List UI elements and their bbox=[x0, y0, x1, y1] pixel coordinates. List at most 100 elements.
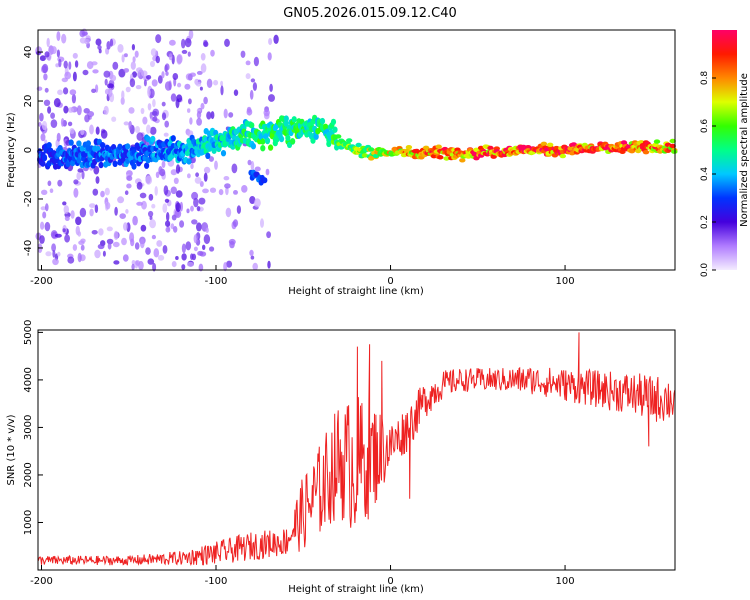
noise-speckle bbox=[220, 80, 224, 87]
noise-speckle bbox=[260, 218, 264, 228]
noise-speckle bbox=[190, 253, 194, 260]
noise-speckle bbox=[97, 243, 105, 250]
noise-speckle bbox=[146, 75, 152, 80]
noise-speckle bbox=[263, 109, 270, 117]
ridge-cell bbox=[144, 162, 150, 169]
noise-speckle bbox=[72, 71, 77, 82]
noise-speckle bbox=[73, 179, 79, 185]
noise-speckle bbox=[161, 71, 165, 79]
noise-speckle bbox=[75, 216, 82, 226]
noise-speckle bbox=[79, 29, 86, 38]
noise-speckle bbox=[175, 164, 181, 174]
noise-speckle bbox=[254, 198, 261, 208]
noise-speckle bbox=[166, 212, 170, 222]
noise-speckle bbox=[64, 71, 72, 80]
noise-speckle bbox=[225, 207, 232, 218]
noise-speckle bbox=[76, 172, 81, 181]
ridge-cell bbox=[669, 143, 676, 149]
noise-speckle bbox=[161, 160, 166, 168]
noise-speckle bbox=[223, 108, 228, 119]
noise-speckle bbox=[181, 264, 186, 270]
noise-speckle bbox=[233, 190, 238, 195]
noise-speckle bbox=[149, 126, 157, 135]
noise-speckle bbox=[152, 108, 160, 117]
noise-speckle bbox=[199, 86, 203, 91]
snr-x-tick-label: -200 bbox=[30, 576, 53, 587]
noise-speckle bbox=[150, 48, 157, 57]
noise-speckle bbox=[125, 86, 131, 93]
noise-speckle bbox=[77, 168, 84, 173]
spectrogram-y-tick-label: 40 bbox=[23, 46, 34, 59]
noise-speckle bbox=[45, 203, 49, 212]
noise-speckle bbox=[164, 63, 170, 71]
colorbar-ticks: 0.0 0.2 0.4 0.6 0.8 bbox=[700, 71, 716, 277]
noise-speckle bbox=[231, 163, 238, 174]
ridge-cell bbox=[117, 143, 123, 150]
noise-speckle bbox=[249, 196, 256, 204]
ridge-cell bbox=[422, 145, 430, 150]
noise-speckle bbox=[107, 83, 114, 89]
noise-speckle bbox=[91, 230, 98, 235]
noise-speckle bbox=[145, 175, 153, 185]
noise-speckle bbox=[253, 56, 259, 67]
noise-speckle bbox=[173, 177, 179, 184]
snr-series-line bbox=[37, 332, 676, 566]
noise-speckle bbox=[267, 52, 272, 61]
noise-speckle bbox=[143, 79, 147, 87]
noise-speckle bbox=[187, 51, 191, 57]
noise-speckle bbox=[196, 206, 201, 212]
noise-speckle bbox=[122, 254, 129, 262]
ridge-cell bbox=[260, 138, 266, 145]
noise-speckle bbox=[95, 176, 100, 184]
noise-speckle bbox=[185, 73, 193, 81]
spectrogram-x-tick-label: 0 bbox=[387, 276, 393, 287]
noise-speckle bbox=[52, 258, 59, 266]
noise-speckle bbox=[265, 168, 270, 176]
noise-speckle bbox=[121, 54, 125, 63]
noise-speckle bbox=[181, 38, 186, 49]
ridge-cell bbox=[642, 150, 650, 155]
noise-speckle bbox=[252, 262, 258, 271]
noise-speckle bbox=[209, 246, 215, 252]
noise-speckle bbox=[181, 253, 187, 261]
noise-speckle bbox=[149, 216, 153, 221]
noise-speckle bbox=[81, 170, 85, 180]
ridge-cell bbox=[291, 116, 297, 123]
ridge-cell bbox=[112, 160, 118, 167]
ridge-cell bbox=[487, 145, 494, 151]
noise-speckle bbox=[170, 93, 177, 102]
noise-speckle bbox=[151, 203, 156, 209]
ridge-cell bbox=[100, 142, 106, 149]
noise-speckle bbox=[249, 89, 254, 100]
noise-speckle bbox=[135, 85, 142, 90]
noise-speckle bbox=[109, 38, 114, 47]
noise-speckle bbox=[196, 117, 203, 126]
noise-speckle bbox=[250, 255, 255, 260]
noise-speckle bbox=[62, 228, 66, 233]
noise-speckle bbox=[62, 201, 67, 206]
snr-y-tick-label: 5000 bbox=[23, 320, 34, 345]
noise-speckle bbox=[153, 248, 160, 258]
colorbar-tick-label: 0.6 bbox=[700, 119, 710, 134]
noise-speckle bbox=[69, 128, 75, 134]
noise-speckle bbox=[44, 139, 48, 145]
noise-speckle bbox=[224, 38, 230, 48]
noise-speckle bbox=[76, 105, 82, 116]
noise-speckle bbox=[168, 53, 173, 61]
noise-speckle bbox=[98, 48, 102, 54]
noise-speckle bbox=[121, 237, 127, 246]
noise-speckle bbox=[199, 251, 207, 257]
noise-speckle bbox=[56, 132, 61, 142]
noise-speckle bbox=[147, 258, 155, 265]
noise-speckle bbox=[232, 219, 239, 228]
noise-speckle bbox=[40, 133, 46, 142]
noise-speckle bbox=[205, 227, 209, 233]
noise-speckle bbox=[150, 60, 155, 68]
noise-speckle bbox=[123, 222, 128, 231]
ridge-cell bbox=[46, 142, 52, 149]
noise-speckle bbox=[190, 163, 194, 170]
noise-speckle bbox=[203, 96, 208, 105]
noise-speckle bbox=[57, 179, 63, 187]
ridge-cell bbox=[319, 117, 326, 125]
